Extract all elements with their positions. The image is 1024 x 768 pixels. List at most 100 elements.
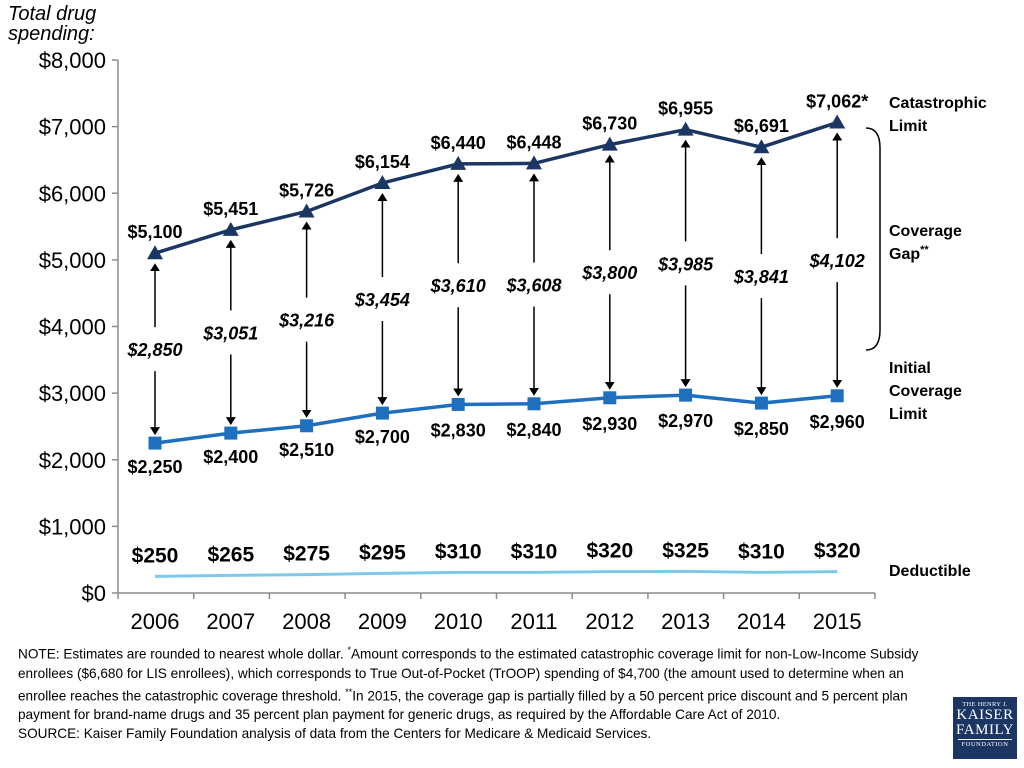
x-tick-label: 2011 [510, 609, 557, 634]
y-axis-title: Total drug spending: [8, 4, 96, 44]
y-tick-label: $1,000 [39, 514, 106, 539]
catastrophic-value-label: $6,730 [582, 114, 637, 134]
y-tick-label: $4,000 [39, 315, 106, 340]
drug-spending-chart: $0 $1,000 $2,000 $3,000 $4,000 $5,000 $6,000 $7… [39, 48, 987, 634]
catastrophic-point [601, 136, 618, 151]
initial-coverage-point [375, 406, 389, 420]
note-text-b: Amount corresponds to the estimated cata… [18, 646, 919, 704]
y-axis-title-line-1: Total drug [8, 3, 97, 25]
y-tick-label: $0 [82, 581, 106, 606]
catastrophic-value-label: $6,440 [431, 133, 486, 153]
catastrophic-value-label: $5,451 [203, 199, 258, 219]
x-tick-label: 2013 [661, 609, 710, 634]
note-star-marker: * [347, 645, 351, 655]
initial-coverage-value-label: $2,850 [734, 419, 789, 439]
initial-coverage-point [679, 388, 693, 402]
gap-value-label: $3,800 [581, 263, 637, 283]
series-line-1 [154, 120, 838, 255]
deductible-value-label: $320 [586, 540, 633, 563]
catastrophic-point [222, 221, 239, 236]
x-tick-label: 2007 [206, 609, 255, 634]
y-tick-label: $5,000 [39, 248, 106, 273]
gap-value-label: $3,841 [733, 267, 789, 287]
note-double-star-marker: ** [345, 686, 353, 697]
catastrophic-limit-label-1: Catastrophic [889, 95, 987, 112]
deductible-label: Deductible [889, 563, 971, 580]
catastrophic-point [298, 203, 315, 218]
initial-coverage-point [451, 397, 465, 411]
x-tick-label: 2006 [131, 609, 180, 634]
initial-coverage-value-label: $2,830 [431, 420, 486, 440]
deductible-value-label: $250 [132, 544, 179, 567]
deductible-value-label: $265 [207, 543, 254, 566]
catastrophic-point [450, 155, 467, 170]
initial-coverage-point [603, 391, 617, 405]
catastrophic-value-label: $6,691 [734, 116, 789, 136]
y-tick-label: $3,000 [39, 381, 106, 406]
catastrophic-value-label: $7,062* [806, 91, 868, 111]
x-tick-label: 2012 [585, 609, 634, 634]
initial-coverage-value-label: $2,400 [203, 447, 258, 467]
catastrophic-value-label: $6,955 [658, 99, 713, 119]
y-tick-label: $8,000 [39, 48, 106, 73]
initial-coverage-point [754, 396, 768, 410]
initial-coverage-value-label: $2,970 [658, 411, 713, 431]
catastrophic-limit-label-2: Limit [889, 118, 928, 135]
catastrophic-value-label: $5,100 [127, 222, 182, 242]
catastrophic-value-label: $6,448 [506, 132, 561, 152]
initial-coverage-point [830, 389, 844, 403]
catastrophic-point [829, 114, 846, 129]
catastrophic-point [374, 174, 391, 189]
y-tick-label: $6,000 [39, 181, 106, 206]
gap-value-label: $3,608 [505, 276, 561, 296]
logo-line-4: FOUNDATION [958, 739, 1012, 748]
kaiser-family-foundation-logo: THE HENRY J. KAISER FAMILY FOUNDATION [953, 697, 1017, 759]
initial-coverage-limit-label-1: Initial [889, 360, 931, 377]
catastrophic-point [526, 155, 542, 170]
x-tick-label: 2010 [434, 609, 483, 634]
coverage-gap-bracket [865, 127, 881, 351]
x-tick-label: 2009 [358, 609, 407, 634]
initial-coverage-value-label: $2,930 [582, 414, 637, 434]
coverage-gap-label-2: Gap** [889, 244, 929, 263]
coverage-gap-label-1: Coverage [889, 223, 962, 240]
y-tick-label: $2,000 [39, 448, 106, 473]
initial-coverage-value-label: $2,700 [355, 427, 410, 447]
initial-coverage-value-label: $2,960 [810, 412, 865, 432]
y-tick-label: $7,000 [39, 115, 106, 140]
y-axis-title-line-2: spending: [8, 23, 95, 45]
initial-coverage-point [300, 419, 314, 433]
x-tick-label: 2014 [737, 609, 786, 634]
catastrophic-value-label: $6,154 [355, 152, 410, 172]
initial-coverage-limit-label-3: Limit [889, 406, 928, 423]
deductible-value-label: $310 [511, 540, 558, 563]
deductible-value-label: $295 [359, 541, 406, 564]
gap-value-label: $3,216 [278, 311, 335, 331]
initial-coverage-point [224, 426, 238, 440]
deductible-value-label: $310 [435, 540, 482, 563]
coverage-gap-double-star: ** [920, 244, 929, 256]
initial-coverage-value-label: $2,250 [127, 457, 182, 477]
gap-value-label: $4,102 [809, 251, 865, 271]
gap-value-label: $3,454 [354, 290, 410, 310]
gap-value-label: $2,850 [126, 340, 182, 360]
initial-coverage-value-label: $2,840 [506, 420, 561, 440]
x-tick-label: 2008 [282, 609, 331, 634]
catastrophic-value-label: $5,726 [279, 181, 334, 201]
note-text-a: NOTE: Estimates are rounded to nearest w… [18, 646, 348, 662]
catastrophic-point [753, 139, 770, 154]
gap-value-label: $3,051 [202, 323, 258, 343]
note-paragraph: NOTE: Estimates are rounded to nearest w… [18, 641, 938, 724]
gap-value-label: $3,610 [430, 276, 486, 296]
catastrophic-point [677, 121, 694, 136]
source-text: SOURCE: Kaiser Family Foundation analysi… [18, 726, 652, 742]
initial-coverage-point [148, 436, 162, 450]
note-text-c: In 2015, the coverage gap is partially f… [18, 688, 908, 723]
deductible-value-label: $325 [662, 539, 709, 562]
series-line-3 [154, 569, 838, 578]
series-line-2 [154, 393, 838, 445]
chart-notes: NOTE: Estimates are rounded to nearest w… [18, 641, 938, 743]
gap-value-label: $3,985 [657, 254, 714, 274]
deductible-value-label: $320 [814, 540, 861, 563]
deductible-value-label: $275 [283, 543, 330, 566]
